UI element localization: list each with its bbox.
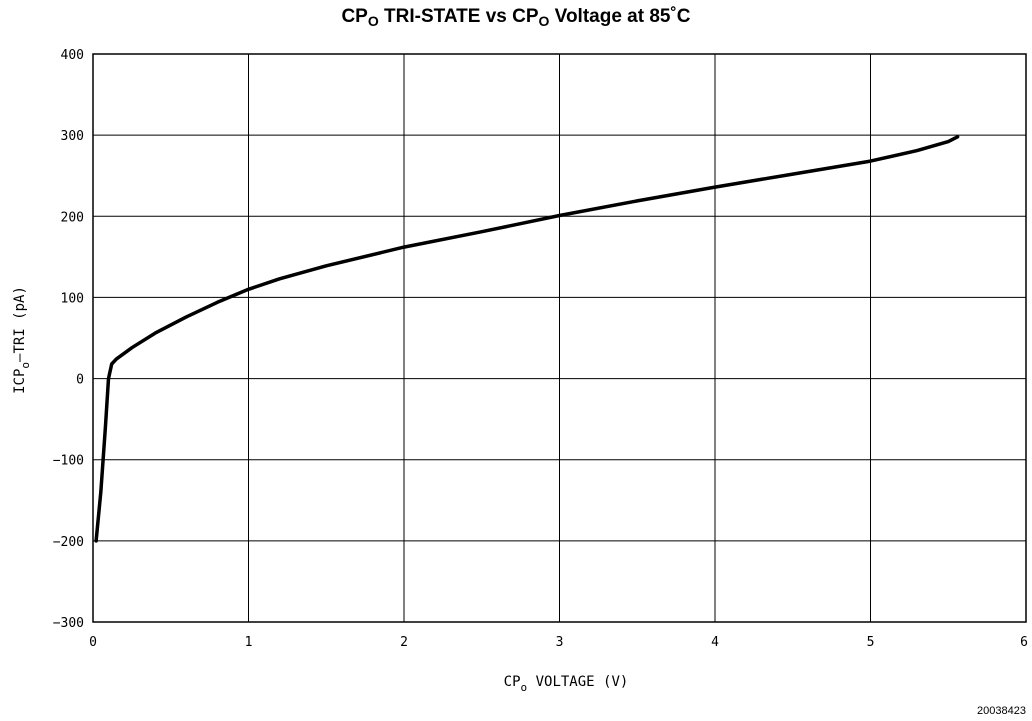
x-tick-label: 5: [867, 635, 875, 650]
y-tick-label: 200: [61, 210, 84, 225]
x-axis-label: CPo VOLTAGE (V): [504, 674, 629, 694]
y-tick-label: −300: [53, 616, 84, 631]
y-tick-label: 100: [61, 291, 84, 306]
x-tick-label: 1: [245, 635, 253, 650]
y-tick-label: 400: [61, 48, 84, 63]
grid: [92, 53, 1027, 623]
y-tick-labels: −300 −200 −100 0 100 200 300 400: [53, 48, 84, 631]
x-tick-label: 4: [711, 635, 719, 650]
series-line-0: [94, 135, 960, 543]
y-tick-label: 300: [61, 129, 84, 144]
y-tick-label: 0: [76, 373, 84, 388]
x-tick-label: 2: [400, 635, 408, 650]
y-tick-label: −200: [53, 535, 84, 550]
plot-frame: [92, 53, 1027, 623]
y-tick-label: −100: [53, 454, 84, 469]
x-tick-label: 0: [89, 635, 97, 650]
x-tick-label: 3: [556, 635, 564, 650]
chart-title: CPO TRI-STATE vs CPO Voltage at 85˚C: [341, 6, 691, 29]
y-axis-label: ICPo—TRI (pA): [12, 286, 32, 394]
x-tick-labels: 0 1 2 3 4 5 6: [89, 635, 1028, 650]
figure-code: 20038423: [977, 705, 1026, 717]
series-layer: [94, 135, 960, 543]
x-tick-label: 6: [1020, 635, 1028, 650]
